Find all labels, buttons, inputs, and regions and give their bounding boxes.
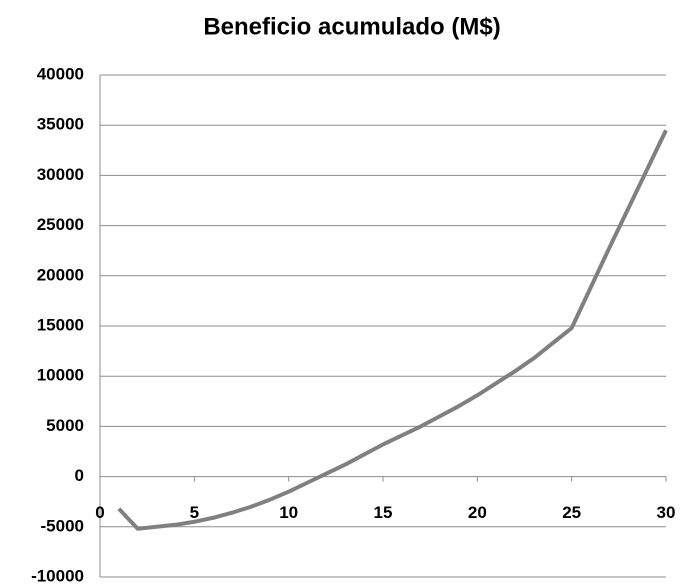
y-tick-label: 30000	[37, 165, 84, 184]
x-tick-label: 15	[374, 503, 393, 522]
y-tick-label: 25000	[37, 215, 84, 234]
data-line	[117, 129, 668, 531]
y-tick-label: 35000	[37, 115, 84, 134]
x-tick-label: 5	[190, 503, 199, 522]
x-tick-label: 10	[279, 503, 298, 522]
x-tick-label: 20	[468, 503, 487, 522]
y-tick-label: 0	[75, 466, 84, 485]
x-tick-label: 0	[95, 503, 104, 522]
y-tick-label: 20000	[37, 265, 84, 284]
y-tick-label: 40000	[37, 64, 84, 83]
y-tick-label: 15000	[37, 315, 84, 334]
x-tick-label: 30	[657, 503, 676, 522]
y-tick-label: 5000	[46, 416, 84, 435]
x-tick-label: 25	[562, 503, 581, 522]
y-tick-label: -10000	[31, 566, 84, 585]
chart-title: Beneficio acumulado (M$)	[203, 13, 500, 40]
y-tick-label: -5000	[41, 516, 84, 535]
y-tick-label: 10000	[37, 366, 84, 385]
